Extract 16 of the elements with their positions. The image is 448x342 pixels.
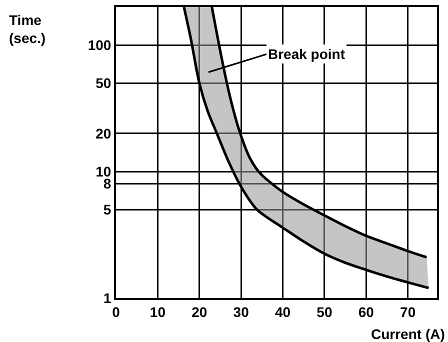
x-axis-title: Current (A) bbox=[371, 326, 445, 342]
x-tick-label: 50 bbox=[316, 304, 332, 320]
x-tick-label: 70 bbox=[400, 304, 416, 320]
y-tick-label: 100 bbox=[88, 36, 112, 53]
y-tick-label: 5 bbox=[103, 202, 112, 218]
x-tick-label: 10 bbox=[150, 304, 166, 320]
x-tick-label: 40 bbox=[274, 304, 291, 320]
y-tick-label: 1 bbox=[103, 290, 112, 306]
x-tick-label: 60 bbox=[358, 304, 374, 320]
y-tick-label: 20 bbox=[96, 125, 112, 142]
y-axis-title: Time (sec.) bbox=[9, 12, 46, 46]
annotation: Break point bbox=[268, 46, 346, 62]
y-tick-label: 50 bbox=[96, 75, 112, 92]
x-tick-label: 0 bbox=[112, 304, 120, 320]
x-tick-label: 30 bbox=[233, 304, 250, 320]
x-tick-label: 20 bbox=[192, 304, 208, 320]
